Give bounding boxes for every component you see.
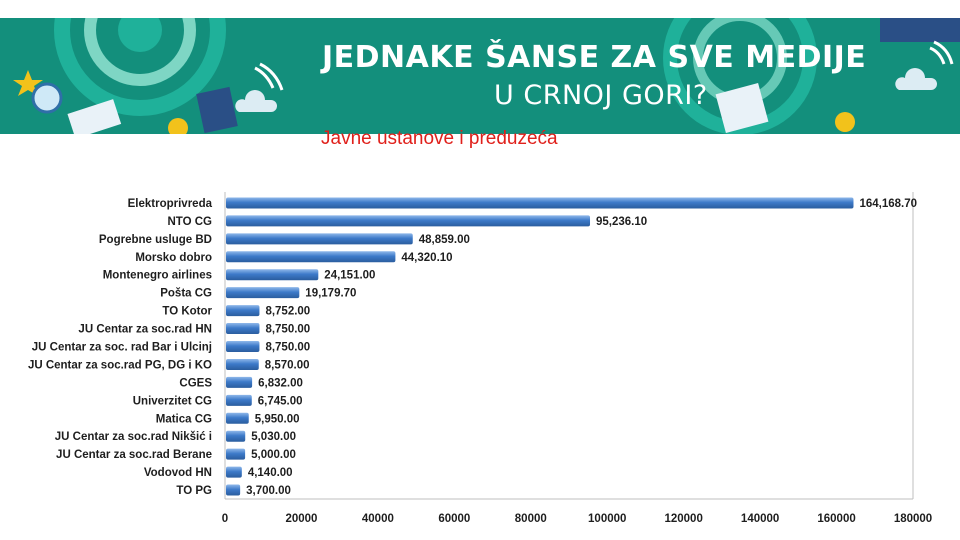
signal-icon: [254, 62, 284, 91]
category-label: TO Kotor: [162, 306, 212, 318]
bar: [226, 251, 396, 263]
bar: [226, 448, 246, 460]
value-label: 164,168.70: [859, 198, 917, 210]
value-label: 19,179.70: [305, 288, 356, 300]
target-ring-icon: [54, 18, 226, 116]
x-tick-label: 180000: [894, 513, 932, 525]
value-label: 48,859.00: [419, 234, 470, 246]
cloud-right-icon: [895, 68, 937, 90]
bar: [226, 376, 253, 388]
category-label: Morsko dobro: [135, 252, 212, 264]
category-label: NTO CG: [167, 216, 212, 228]
badge-right-icon: [835, 112, 855, 132]
bar: [226, 358, 259, 370]
value-label: 4,140.00: [248, 467, 293, 479]
x-tick-label: 140000: [741, 513, 779, 525]
category-label: JU Centar za soc. rad Bar i Ulcinj: [32, 342, 212, 354]
value-label: 8,752.00: [265, 306, 310, 318]
bar: [226, 287, 300, 299]
value-label: 44,320.10: [401, 252, 452, 264]
category-label: Vodovod HN: [144, 467, 212, 479]
banner-subtitle: U CRNOJ GORI?: [494, 80, 708, 111]
signal-right-icon: [929, 40, 954, 65]
category-label: Univerzitet CG: [133, 395, 212, 407]
chart-title: Javne ustanove i preduzeća: [321, 128, 558, 149]
header-banner: JEDNAKE ŠANSE ZA SVE MEDIJE U CRNOJ GORI…: [0, 18, 960, 134]
x-tick-label: 80000: [515, 513, 547, 525]
panel-icon: [880, 18, 960, 42]
category-label: Elektroprivreda: [128, 198, 213, 210]
x-tick-label: 40000: [362, 513, 394, 525]
x-axis-ticks: 0 20000 40000 60000 80000 100000 120000 140000 1…: [222, 513, 932, 525]
category-label: Pogrebne usluge BD: [99, 234, 212, 246]
star-icon: [13, 70, 43, 96]
plot-area: [224, 192, 914, 500]
target-ring-inner-icon: [84, 18, 196, 86]
value-label: 8,750.00: [265, 324, 310, 336]
value-label: 24,151.00: [324, 270, 375, 282]
value-label: 5,000.00: [251, 449, 296, 461]
notepad-icon: [715, 82, 769, 134]
x-tick-label: 60000: [438, 513, 470, 525]
value-labels: 164,168.70 95,236.10 48,859.00 44,320.10 24,…: [246, 198, 917, 497]
category-label: JU Centar za soc.rad Berane: [56, 449, 212, 461]
magnifier-icon: [31, 82, 63, 114]
bar: [226, 394, 252, 406]
document-icon: [67, 99, 122, 134]
bar: [226, 269, 319, 281]
bar: [226, 412, 249, 424]
bar: [226, 341, 260, 352]
value-label: 8,570.00: [265, 359, 310, 371]
bars: [226, 197, 854, 496]
bar: [226, 305, 260, 317]
category-label: CGES: [179, 377, 212, 389]
value-label: 6,832.00: [258, 377, 303, 389]
value-label: 5,950.00: [255, 413, 300, 425]
category-label: JU Centar za soc.rad PG, DG i KO: [28, 359, 212, 371]
category-label: JU Centar za soc.rad HN: [78, 324, 212, 336]
bar: [226, 323, 260, 335]
value-label: 95,236.10: [596, 216, 647, 228]
x-tick-label: 120000: [664, 513, 702, 525]
badge-icon: [168, 118, 188, 134]
banner-title: JEDNAKE ŠANSE ZA SVE MEDIJE: [322, 40, 867, 75]
bar: [226, 466, 242, 478]
bar: [226, 233, 413, 245]
category-label: JU Centar za soc.rad Nikšić i: [55, 431, 212, 443]
category-label: Matica CG: [156, 413, 212, 425]
category-label: Montenegro airlines: [103, 270, 212, 282]
x-tick-label: 0: [222, 513, 228, 525]
bar: [226, 430, 246, 442]
value-label: 8,750.00: [265, 342, 310, 354]
bar: [226, 197, 854, 209]
folder-icon: [196, 86, 238, 134]
banner-decoration: [13, 18, 960, 134]
x-tick-label: 100000: [588, 513, 626, 525]
value-label: 6,745.00: [258, 395, 303, 407]
category-labels: Elektroprivreda NTO CG Pogrebne usluge BD M…: [28, 198, 213, 497]
value-label: 5,030.00: [251, 431, 296, 443]
bar: [226, 215, 591, 227]
x-tick-label: 160000: [817, 513, 855, 525]
value-label: 3,700.00: [246, 485, 291, 497]
category-label: TO PG: [176, 485, 212, 497]
category-label: Pošta CG: [160, 288, 212, 300]
target-center-icon: [118, 18, 162, 52]
x-tick-label: 20000: [285, 513, 317, 525]
cloud-icon: [235, 90, 277, 112]
bar: [226, 484, 241, 496]
